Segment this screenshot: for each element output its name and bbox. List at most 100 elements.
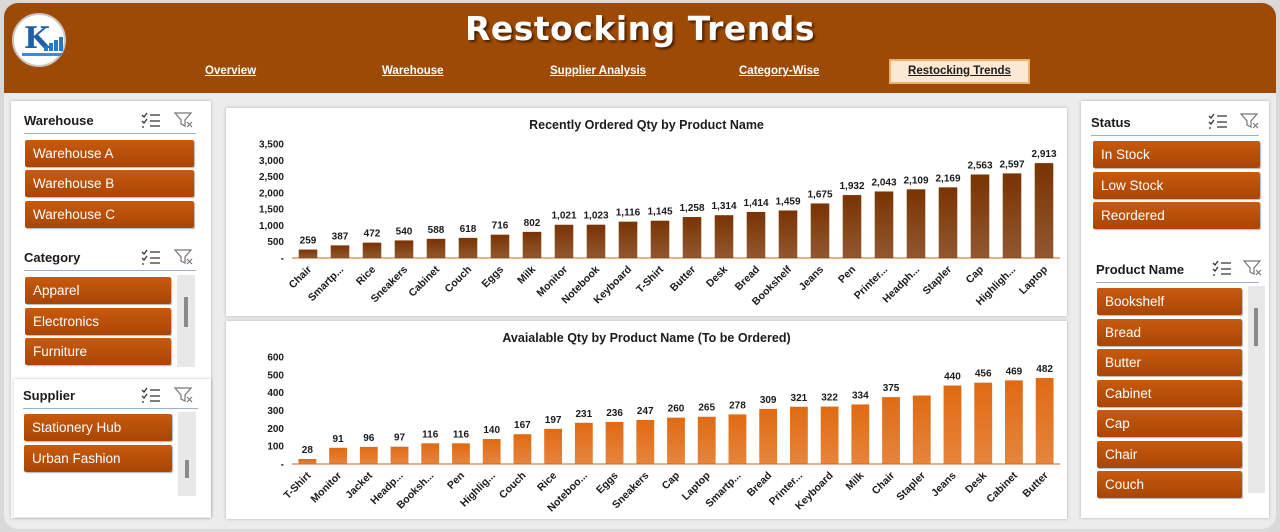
data-label: 97 bbox=[394, 433, 406, 444]
x-tick-label: Milk bbox=[515, 264, 538, 287]
bar bbox=[682, 217, 702, 258]
multi-select-icon[interactable] bbox=[1212, 260, 1232, 276]
data-label: 472 bbox=[364, 229, 381, 240]
bar bbox=[394, 240, 414, 258]
data-label: 278 bbox=[729, 400, 746, 411]
x-tick-label: Cabinet bbox=[984, 469, 1020, 505]
slicer-item-couch[interactable]: Couch bbox=[1097, 471, 1242, 498]
x-tick-label: Desk bbox=[704, 264, 730, 290]
bar bbox=[882, 397, 900, 464]
chart-title: Avaialable Qty by Product Name (To be Or… bbox=[502, 331, 791, 345]
category-slicer-title: Category bbox=[24, 250, 81, 265]
x-tick-label: Butter bbox=[668, 264, 698, 294]
data-label: 334 bbox=[852, 390, 869, 401]
x-tick-label: Desk bbox=[963, 470, 989, 496]
slicer-item-urban-fashion[interactable]: Urban Fashion bbox=[24, 445, 172, 472]
data-label: 2,169 bbox=[935, 173, 960, 184]
bar bbox=[426, 238, 446, 258]
data-label: 259 bbox=[300, 236, 317, 247]
clear-filter-icon[interactable] bbox=[174, 249, 194, 265]
x-tick-label: Couch bbox=[497, 470, 529, 502]
multi-select-icon[interactable] bbox=[141, 112, 161, 128]
y-tick-label: 2,500 bbox=[259, 172, 284, 183]
bar bbox=[362, 242, 382, 258]
slicer-item-stationery-hub[interactable]: Stationery Hub bbox=[24, 414, 172, 441]
category-scrollbar[interactable] bbox=[177, 275, 195, 367]
data-label: 1,145 bbox=[647, 207, 672, 218]
chart-recently-ordered: Recently Ordered Qty by Product Name - 50… bbox=[226, 108, 1067, 316]
x-tick-label: Pen bbox=[445, 470, 467, 492]
slicer-item-reordered[interactable]: Reordered bbox=[1093, 202, 1260, 229]
clear-filter-icon[interactable] bbox=[1243, 260, 1263, 276]
data-label: 1,258 bbox=[679, 203, 704, 214]
product-scrollbar[interactable] bbox=[1248, 286, 1265, 493]
x-tick-label: Rice bbox=[535, 470, 559, 494]
slicer-item-in-stock[interactable]: In Stock bbox=[1093, 141, 1260, 168]
bar bbox=[618, 221, 638, 258]
chart-available-qty-svg: -10020030040050060028T-Shirt91Monitor96J… bbox=[267, 353, 1060, 514]
x-tick-label: Jeans bbox=[929, 470, 959, 500]
bar bbox=[667, 417, 685, 464]
clear-filter-icon[interactable] bbox=[174, 112, 194, 128]
data-label: 1,414 bbox=[743, 198, 768, 209]
data-label: 321 bbox=[791, 393, 808, 404]
multi-select-icon[interactable] bbox=[141, 387, 161, 403]
nav-category-wise[interactable]: Category-Wise bbox=[739, 65, 820, 77]
slicer-divider bbox=[24, 270, 196, 271]
x-tick-label: T-Shirt bbox=[634, 263, 666, 295]
bar bbox=[458, 237, 478, 258]
data-label: 167 bbox=[514, 420, 531, 431]
data-label: 260 bbox=[668, 404, 685, 415]
scroll-thumb[interactable] bbox=[1254, 308, 1258, 346]
multi-select-icon[interactable] bbox=[141, 249, 161, 265]
slicer-item-chair[interactable]: Chair bbox=[1097, 441, 1242, 468]
bar bbox=[970, 174, 990, 258]
clear-filter-icon[interactable] bbox=[174, 387, 194, 403]
nav-restocking-trends[interactable]: Restocking Trends bbox=[889, 59, 1030, 84]
warehouse-slicer-title: Warehouse bbox=[24, 113, 94, 128]
x-tick-label: Jeans bbox=[797, 264, 827, 294]
data-label: 1,314 bbox=[711, 201, 736, 212]
scroll-thumb[interactable] bbox=[184, 297, 188, 327]
nav-overview[interactable]: Overview bbox=[205, 65, 257, 77]
bar bbox=[586, 224, 606, 258]
bar bbox=[554, 224, 574, 258]
data-label: 309 bbox=[760, 395, 777, 406]
slicer-item-low-stock[interactable]: Low Stock bbox=[1093, 172, 1260, 199]
bar bbox=[513, 434, 532, 464]
x-tick-label: Eggs bbox=[594, 470, 621, 497]
data-label: 116 bbox=[453, 429, 470, 440]
chart-available-qty: Avaialable Qty by Product Name (To be Or… bbox=[226, 321, 1067, 519]
x-tick-label: Rice bbox=[354, 264, 378, 288]
clear-filter-icon[interactable] bbox=[1240, 113, 1260, 129]
x-tick-label: Bread bbox=[745, 470, 775, 500]
page-title: Restocking Trends bbox=[464, 9, 816, 48]
bar bbox=[522, 231, 542, 258]
x-tick-label: Chair bbox=[870, 470, 897, 497]
supplier-scrollbar[interactable] bbox=[178, 412, 196, 496]
slicer-item-butter[interactable]: Butter bbox=[1097, 349, 1242, 376]
slicer-item-cap[interactable]: Cap bbox=[1097, 410, 1242, 437]
nav-supplier-analysis[interactable]: Supplier Analysis bbox=[550, 65, 647, 77]
data-label: 482 bbox=[1036, 364, 1053, 375]
slicer-item-apparel[interactable]: Apparel bbox=[25, 277, 171, 304]
nav-warehouse[interactable]: Warehouse bbox=[382, 65, 444, 77]
slicer-item-warehouse-a[interactable]: Warehouse A bbox=[25, 140, 194, 167]
data-label: 140 bbox=[483, 425, 500, 436]
slicer-item-warehouse-b[interactable]: Warehouse B bbox=[25, 170, 194, 197]
bar bbox=[938, 187, 958, 258]
x-tick-label: Stapler bbox=[894, 470, 928, 504]
slicer-item-furniture[interactable]: Furniture bbox=[25, 338, 171, 365]
y-tick-label: 500 bbox=[267, 237, 284, 248]
slicer-item-bookshelf[interactable]: Bookshelf bbox=[1097, 288, 1242, 315]
slicer-item-cabinet[interactable]: Cabinet bbox=[1097, 380, 1242, 407]
logo-bars-icon bbox=[44, 37, 64, 51]
data-label: 96 bbox=[363, 433, 375, 444]
bar bbox=[974, 382, 993, 464]
slicer-item-bread[interactable]: Bread bbox=[1097, 319, 1242, 346]
scroll-thumb[interactable] bbox=[185, 460, 189, 478]
multi-select-icon[interactable] bbox=[1208, 113, 1228, 129]
data-label: 91 bbox=[333, 434, 345, 445]
slicer-item-electronics[interactable]: Electronics bbox=[25, 308, 171, 335]
slicer-item-warehouse-c[interactable]: Warehouse C bbox=[25, 201, 194, 228]
